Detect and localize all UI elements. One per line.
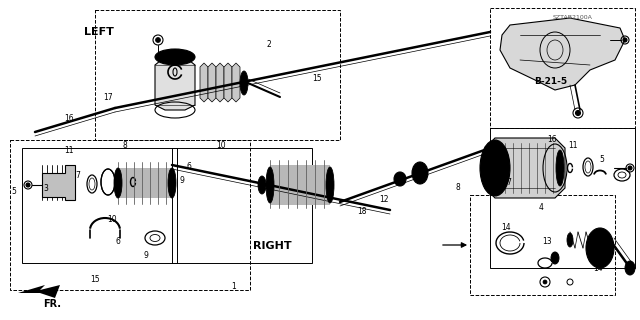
Ellipse shape: [326, 167, 334, 203]
Text: 11: 11: [65, 146, 74, 155]
Ellipse shape: [266, 167, 274, 203]
Text: B-21-5: B-21-5: [534, 77, 568, 86]
Bar: [10, 140, 250, 290]
Text: 13: 13: [542, 237, 552, 246]
Ellipse shape: [567, 233, 573, 247]
Text: SZTAB2100A: SZTAB2100A: [553, 15, 593, 20]
Text: 2: 2: [266, 40, 271, 49]
Polygon shape: [42, 165, 75, 200]
Polygon shape: [270, 165, 330, 205]
Text: 1: 1: [231, 282, 236, 291]
Text: 9: 9: [143, 252, 148, 260]
Polygon shape: [224, 63, 232, 102]
Text: 14: 14: [500, 223, 511, 232]
Bar: [172, 148, 312, 263]
Ellipse shape: [556, 150, 564, 186]
Text: 7: 7: [506, 178, 511, 187]
Text: 5: 5: [599, 156, 604, 164]
Ellipse shape: [168, 168, 176, 198]
Ellipse shape: [551, 252, 559, 264]
Polygon shape: [500, 18, 625, 90]
Text: 17: 17: [102, 93, 113, 102]
Polygon shape: [232, 63, 240, 102]
Text: 18: 18: [357, 207, 366, 216]
Text: 9: 9: [180, 176, 185, 185]
Text: 4: 4: [538, 204, 543, 212]
Bar: [95, 10, 340, 140]
Text: 5: 5: [12, 188, 17, 196]
Ellipse shape: [412, 162, 428, 184]
Text: 7: 7: [76, 172, 81, 180]
Ellipse shape: [591, 234, 609, 262]
Ellipse shape: [240, 71, 248, 95]
Bar: [490, 128, 635, 268]
Text: 14: 14: [593, 264, 604, 273]
Polygon shape: [505, 148, 560, 188]
Polygon shape: [485, 138, 565, 198]
Circle shape: [26, 183, 30, 187]
Text: 15: 15: [90, 276, 100, 284]
Text: FR.: FR.: [43, 299, 61, 309]
Text: 16: 16: [547, 135, 557, 144]
Ellipse shape: [415, 166, 425, 180]
Text: 8: 8: [455, 183, 460, 192]
Text: 16: 16: [64, 114, 74, 123]
Polygon shape: [118, 168, 172, 198]
Text: 6: 6: [116, 237, 121, 246]
Ellipse shape: [155, 49, 195, 65]
Text: 10: 10: [107, 215, 117, 224]
Bar: [22, 148, 177, 263]
Text: 11: 11: [568, 141, 577, 150]
Polygon shape: [208, 63, 216, 102]
Circle shape: [623, 38, 627, 42]
Ellipse shape: [394, 172, 406, 186]
Ellipse shape: [258, 176, 266, 194]
Circle shape: [628, 166, 632, 170]
Text: RIGHT: RIGHT: [253, 241, 291, 252]
Bar: [490, 8, 635, 128]
Ellipse shape: [480, 140, 510, 196]
Bar: [470, 195, 615, 295]
Text: 6: 6: [186, 162, 191, 171]
Ellipse shape: [625, 261, 635, 275]
Polygon shape: [18, 285, 60, 298]
Text: 17: 17: [483, 146, 493, 155]
Text: LEFT: LEFT: [84, 27, 114, 37]
Circle shape: [575, 110, 580, 116]
Polygon shape: [216, 63, 224, 102]
Polygon shape: [155, 57, 195, 110]
Ellipse shape: [586, 228, 614, 268]
Ellipse shape: [327, 175, 333, 195]
Ellipse shape: [501, 150, 509, 186]
Text: 15: 15: [312, 74, 322, 83]
Text: 8: 8: [122, 141, 127, 150]
Circle shape: [156, 37, 161, 43]
Text: 3: 3: [44, 184, 49, 193]
Text: 10: 10: [216, 141, 226, 150]
Polygon shape: [200, 63, 208, 102]
Text: 12: 12: [380, 196, 388, 204]
Circle shape: [543, 280, 547, 284]
Ellipse shape: [114, 168, 122, 198]
